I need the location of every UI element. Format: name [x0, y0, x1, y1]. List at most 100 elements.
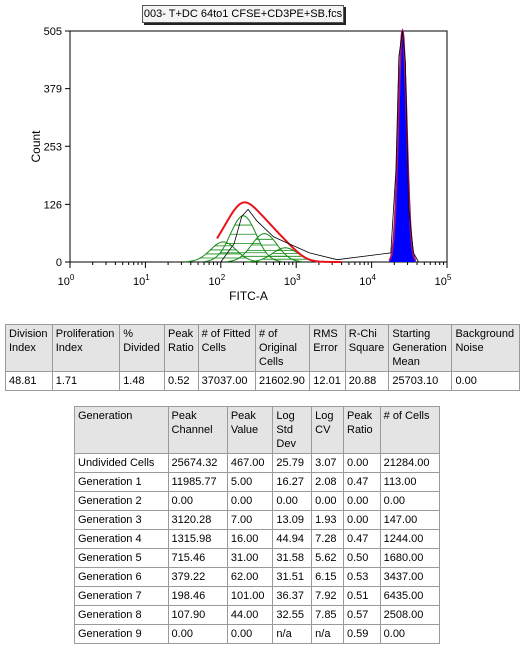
- table-cell: 16.00: [226, 529, 274, 549]
- x-tick-label: 100: [58, 273, 75, 288]
- table-cell: 5.00: [226, 472, 274, 492]
- table-cell: 21284.00: [379, 453, 441, 473]
- y-axis-title: Count: [29, 130, 43, 163]
- summary-value-cell: 1.48: [119, 371, 166, 391]
- table-cell: 5.62: [311, 548, 344, 568]
- summary-header-cell: Starting Generation Mean: [388, 324, 453, 372]
- generations-table: Generation Peak Channel Peak Value Log Std Dev L…: [74, 406, 441, 644]
- table-cell: 44.00: [226, 605, 274, 625]
- generations-header-cell: Peak Value: [226, 406, 274, 454]
- generations-header-cell: Peak Ratio: [343, 406, 381, 454]
- table-cell: n/a: [311, 624, 344, 644]
- table-cell: 13.09: [272, 510, 313, 530]
- summary-value-cell: 20.88: [344, 371, 390, 391]
- table-cell: Generation 6: [74, 567, 169, 587]
- x-tick-label: 101: [133, 273, 150, 288]
- summary-header-cell: Background Noise: [451, 324, 520, 372]
- table-cell: 0.00: [343, 453, 381, 473]
- summary-value-cell: 1.71: [51, 371, 121, 391]
- table-cell: Generation 5: [74, 548, 169, 568]
- y-tick-label: 0: [56, 257, 62, 269]
- table-cell: 3437.00: [379, 567, 441, 587]
- y-tick-label: 505: [44, 26, 62, 38]
- table-cell: 107.90: [167, 605, 228, 625]
- table-cell: Generation 1: [74, 472, 169, 492]
- table-cell: Generation 8: [74, 605, 169, 625]
- summary-value-cell: 12.01: [309, 371, 346, 391]
- file-title: 003- T+DC 64to1 CFSE+CD3PE+SB.fcs: [142, 5, 344, 23]
- table-cell: 44.94: [272, 529, 313, 549]
- summary-table: Division Index Proliferation Index% Divided P…: [5, 324, 520, 391]
- x-tick-label: 102: [208, 273, 225, 288]
- summary-value-cell: 0.00: [451, 371, 520, 391]
- table-cell: 0.00: [379, 491, 441, 511]
- x-axis-title: FITC-A: [229, 289, 268, 303]
- summary-header-cell: Division Index: [5, 324, 53, 372]
- summary-value-cell: 37037.00: [197, 371, 257, 391]
- data-line: [220, 30, 419, 263]
- table-row: Generation 1 11985.77 5.00 16.27 2.08 0.47 113…: [74, 472, 441, 492]
- table-cell: 0.00: [343, 510, 381, 530]
- generations-header-cell: Log Std Dev: [272, 406, 313, 454]
- table-row: Generation 4 1315.98 16.00 44.94 7.28 0.47 124…: [74, 529, 441, 549]
- table-cell: Generation 4: [74, 529, 169, 549]
- table-cell: Generation 7: [74, 586, 169, 606]
- table-cell: 11985.77: [167, 472, 228, 492]
- table-cell: 31.00: [226, 548, 274, 568]
- summary-header-cell: RMS Error: [309, 324, 346, 372]
- table-cell: 101.00: [226, 586, 274, 606]
- summary-header-cell: # of Fitted Cells: [197, 324, 257, 372]
- x-tick-label: 104: [359, 273, 376, 288]
- generations-header-cell: Peak Channel: [167, 406, 228, 454]
- table-cell: 198.46: [167, 586, 228, 606]
- generations-header-cell: # of Cells: [379, 406, 441, 454]
- table-cell: Generation 9: [74, 624, 169, 644]
- generations-header-cell: Log CV: [311, 406, 344, 454]
- table-cell: 147.00: [379, 510, 441, 530]
- table-cell: 0.51: [343, 586, 381, 606]
- table-cell: n/a: [272, 624, 313, 644]
- table-cell: 3120.28: [167, 510, 228, 530]
- table-cell: Undivided Cells: [74, 453, 169, 473]
- table-cell: 0.00: [167, 491, 228, 511]
- table-cell: 7.92: [311, 586, 344, 606]
- table-cell: 62.00: [226, 567, 274, 587]
- table-cell: 16.27: [272, 472, 313, 492]
- table-row: Generation 2 0.00 0.00 0.00 0.00 0.00 0.00: [74, 491, 441, 511]
- plot-area: 0 126 253 379 505 100 101 102 103 104 105 FITC-A Cou…: [29, 26, 452, 303]
- table-cell: Generation 2: [74, 491, 169, 511]
- generations-header-row: Generation Peak Channel Peak Value Log Std Dev L…: [74, 406, 441, 454]
- table-cell: 0.00: [272, 491, 313, 511]
- table-row: Generation 7 198.46 101.00 36.37 7.92 0.51 643…: [74, 586, 441, 606]
- table-cell: 2.08: [311, 472, 344, 492]
- fit-curve: [216, 201, 342, 263]
- summary-header-cell: R-Chi Square: [344, 324, 390, 372]
- table-cell: 25.79: [272, 453, 313, 473]
- table-cell: 0.00: [226, 624, 274, 644]
- table-cell: 1680.00: [379, 548, 441, 568]
- table-cell: 31.51: [272, 567, 313, 587]
- table-row: Generation 6 379.22 62.00 31.51 6.15 0.53 3437…: [74, 567, 441, 587]
- table-cell: 0.00: [379, 624, 441, 644]
- table-cell: 7.00: [226, 510, 274, 530]
- table-cell: 0.50: [343, 548, 381, 568]
- table-cell: 0.53: [343, 567, 381, 587]
- summary-value-cell: 0.52: [164, 371, 199, 391]
- summary-value-row: 48.81 1.71 1.48 0.52 37037.00 21602.90 12.01 20…: [5, 371, 520, 391]
- table-cell: 0.00: [343, 491, 381, 511]
- table-cell: 2508.00: [379, 605, 441, 625]
- table-cell: 3.07: [311, 453, 344, 473]
- generation-curve: [184, 241, 262, 263]
- table-cell: 0.00: [311, 491, 344, 511]
- table-cell: 467.00: [226, 453, 274, 473]
- generation-curve: [204, 215, 282, 262]
- summary-header-cell: Proliferation Index: [51, 324, 121, 372]
- table-cell: 7.28: [311, 529, 344, 549]
- summary-value-cell: 21602.90: [254, 371, 311, 391]
- table-cell: 715.46: [167, 548, 228, 568]
- table-cell: 0.59: [343, 624, 381, 644]
- table-row: Generation 5 715.46 31.00 31.58 5.62 0.50 1680…: [74, 548, 441, 568]
- table-cell: 6435.00: [379, 586, 441, 606]
- table-cell: 32.55: [272, 605, 313, 625]
- y-tick-label: 126: [44, 199, 62, 211]
